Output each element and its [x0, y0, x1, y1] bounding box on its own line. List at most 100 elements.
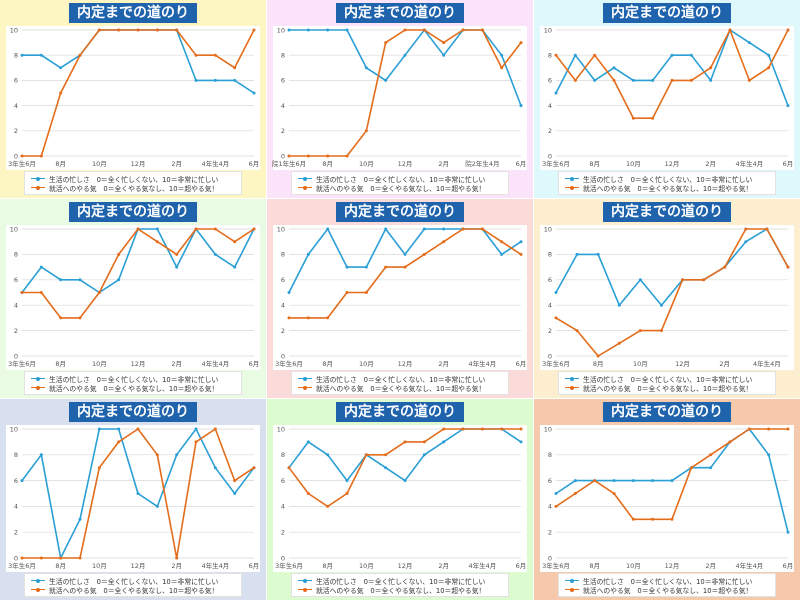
- legend-swatch-busy: [565, 376, 579, 380]
- data-point-motivation: [136, 427, 140, 431]
- data-point-busy: [78, 278, 82, 282]
- x-tick-label: 12月: [665, 562, 680, 570]
- data-point-busy: [617, 303, 621, 307]
- y-tick-label: 0: [281, 152, 285, 160]
- data-point-motivation: [744, 227, 748, 231]
- data-point-busy: [39, 453, 43, 457]
- data-point-motivation: [287, 316, 291, 320]
- data-point-motivation: [194, 440, 198, 444]
- legend-swatch-busy: [31, 578, 45, 582]
- data-point-busy: [612, 66, 616, 70]
- data-point-motivation: [384, 265, 388, 269]
- data-point-busy: [554, 91, 558, 95]
- data-point-busy: [500, 252, 504, 256]
- y-tick-label: 0: [14, 554, 18, 562]
- chart-legend: 生活の忙しさ 0＝全く忙しくない、10＝非常に忙しい 就活へのやる気 0＝全くやる…: [558, 573, 776, 597]
- data-point-motivation: [117, 440, 121, 444]
- y-tick-label: 6: [548, 77, 552, 85]
- x-tick-label: 2月: [705, 160, 716, 168]
- data-point-motivation: [364, 291, 368, 294]
- legend-swatch-motivation: [565, 385, 579, 389]
- chart-legend: 生活の忙しさ 0＝全く忙しくない、10＝非常に忙しい 就活へのやる気 0＝全くやる…: [291, 573, 509, 597]
- data-point-busy: [20, 479, 24, 483]
- data-point-busy: [155, 504, 159, 508]
- chart-legend: 生活の忙しさ 0＝全く忙しくない、10＝非常に忙しい 就活へのやる気 0＝全くやる…: [24, 371, 242, 395]
- data-point-motivation: [519, 41, 523, 45]
- data-point-busy: [689, 53, 693, 57]
- y-tick-label: 8: [281, 52, 285, 60]
- y-tick-label: 6: [281, 276, 285, 284]
- data-point-motivation: [670, 517, 674, 521]
- x-tick-label: 8月: [55, 562, 66, 570]
- data-point-busy: [384, 78, 388, 82]
- data-point-motivation: [194, 227, 198, 231]
- y-tick-label: 4: [14, 102, 18, 110]
- data-point-busy: [709, 466, 713, 470]
- chart-panel-8: 内定までの道のり 0 2 4 6 8 10 3年生6月 8月 10月 12月 2月 4年生4月 6月 生活の…: [267, 399, 533, 600]
- data-point-motivation: [612, 492, 616, 495]
- data-point-motivation: [306, 492, 310, 495]
- data-point-busy: [233, 78, 237, 82]
- x-tick-label: 2月: [438, 360, 449, 368]
- data-point-motivation: [786, 427, 790, 431]
- data-point-motivation: [384, 41, 388, 45]
- chart-legend: 生活の忙しさ 0＝全く忙しくない、10＝非常に忙しい 就活へのやる気 0＝全くやる…: [24, 171, 242, 195]
- y-tick-label: 6: [281, 77, 285, 85]
- x-tick-label: 4年生4月: [735, 159, 763, 168]
- x-tick-label: 2月: [171, 160, 182, 168]
- x-tick-label: 4年生4月: [735, 561, 763, 570]
- data-point-busy: [786, 104, 790, 108]
- x-tick-label: 8月: [55, 360, 66, 368]
- legend-entry-busy: 生活の忙しさ 0＝全く忙しくない、10＝非常に忙しい: [31, 374, 235, 384]
- data-point-motivation: [78, 556, 82, 560]
- plot-area: [6, 26, 260, 170]
- y-tick-label: 8: [14, 451, 18, 459]
- plot-area: [273, 225, 527, 370]
- chart-panel-1: 内定までの道のり 0 2 4 6 8 10 3年生6月 8月 10月 12月 2月 4年生4月 6月 生活の…: [0, 0, 266, 198]
- chart-title: 内定までの道のり: [336, 402, 464, 422]
- data-point-motivation: [384, 453, 388, 457]
- data-point-busy: [442, 227, 446, 231]
- data-point-busy: [767, 53, 771, 57]
- x-tick-label: 12月: [398, 562, 413, 570]
- x-tick-label: 8月: [55, 160, 66, 168]
- data-point-busy: [117, 278, 121, 282]
- data-point-motivation: [20, 556, 24, 560]
- data-point-motivation: [596, 354, 600, 358]
- data-point-motivation: [39, 291, 43, 294]
- x-tick-label: 12月: [665, 160, 680, 168]
- y-tick-label: 6: [14, 276, 18, 284]
- legend-entry-motivation: 就活へのやる気 0＝全くやる気なし、10＝超やる気！: [565, 585, 769, 595]
- y-tick-label: 6: [548, 477, 552, 485]
- data-point-busy: [155, 227, 159, 231]
- y-tick-label: 10: [277, 225, 285, 233]
- data-point-motivation: [519, 427, 523, 431]
- data-point-motivation: [519, 252, 523, 256]
- y-tick-label: 6: [548, 276, 552, 284]
- y-tick-label: 10: [10, 425, 18, 433]
- x-tick-label: 12月: [398, 160, 413, 168]
- data-point-motivation: [554, 53, 558, 57]
- y-tick-label: 4: [281, 102, 285, 110]
- legend-label-motivation: 就活へのやる気 0＝全くやる気なし、10＝超やる気！: [583, 184, 753, 193]
- data-point-busy: [175, 265, 179, 269]
- y-tick-label: 0: [14, 352, 18, 360]
- chart-legend: 生活の忙しさ 0＝全く忙しくない、10＝非常に忙しい 就活へのやる気 0＝全くやる…: [24, 573, 242, 597]
- data-point-motivation: [403, 28, 407, 32]
- data-point-motivation: [306, 316, 310, 320]
- data-point-busy: [519, 240, 523, 244]
- y-tick-label: 0: [281, 554, 285, 562]
- y-tick-label: 2: [14, 327, 18, 335]
- data-point-busy: [786, 530, 790, 534]
- data-point-busy: [659, 303, 663, 307]
- x-tick-label: 院2年生4月: [465, 159, 499, 168]
- data-point-motivation: [422, 252, 426, 256]
- data-point-motivation: [702, 278, 706, 282]
- data-point-busy: [593, 78, 597, 82]
- x-tick-label: 10月: [359, 160, 374, 168]
- x-tick-label: 2月: [438, 562, 449, 570]
- legend-swatch-busy: [298, 578, 312, 582]
- legend-entry-busy: 生活の忙しさ 0＝全く忙しくない、10＝非常に忙しい: [565, 174, 769, 184]
- y-tick-label: 8: [281, 451, 285, 459]
- legend-entry-busy: 生活の忙しさ 0＝全く忙しくない、10＝非常に忙しい: [565, 374, 769, 384]
